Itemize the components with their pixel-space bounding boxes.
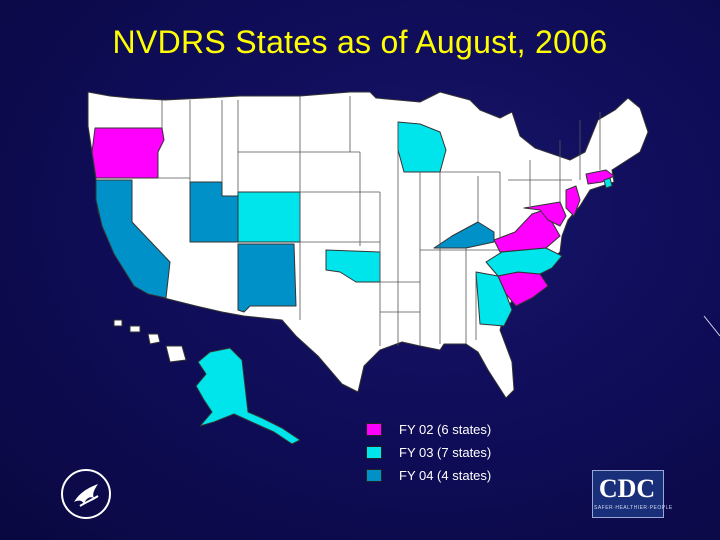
legend-item-fy03: FY 03 (7 states): [366, 441, 491, 463]
state-georgia: [475, 271, 513, 327]
slide-edge-line: [703, 315, 720, 337]
map-legend: FY 02 (6 states) FY 03 (7 states) FY 04 …: [366, 418, 491, 487]
cdc-logo-tagline: SAFER·HEALTHIER·PEOPLE: [594, 505, 673, 511]
state-wisconsin: [397, 121, 447, 173]
state-colorado: [237, 191, 301, 243]
cdc-logo-text: CDC: [598, 474, 656, 503]
legend-item-fy04: FY 04 (4 states): [366, 464, 491, 486]
state-rhode-island: [603, 177, 613, 189]
legend-item-fy02: FY 02 (6 states): [366, 418, 491, 440]
cdc-logo: CDC SAFER·HEALTHIER·PEOPLE: [592, 470, 673, 518]
legend-swatch: [366, 468, 382, 482]
legend-swatch: [366, 445, 382, 459]
hhs-eagle-icon: [61, 469, 111, 519]
state-oregon: [91, 127, 165, 179]
legend-label: FY 04 (4 states): [399, 467, 492, 483]
slide-title: NVDRS States as of August, 2006: [112, 24, 608, 60]
state-california: [95, 179, 171, 299]
legend-swatch: [366, 422, 382, 436]
state-hawaii: [113, 319, 187, 363]
state-new-jersey: [565, 185, 581, 217]
state-alaska: [195, 347, 301, 445]
state-borders: [158, 96, 601, 346]
cdc-logo-box: [592, 470, 664, 518]
state-new-mexico: [237, 243, 297, 313]
legend-label: FY 02 (6 states): [399, 421, 492, 437]
legend-label: FY 03 (7 states): [399, 444, 492, 460]
state-north-carolina: [485, 247, 563, 277]
